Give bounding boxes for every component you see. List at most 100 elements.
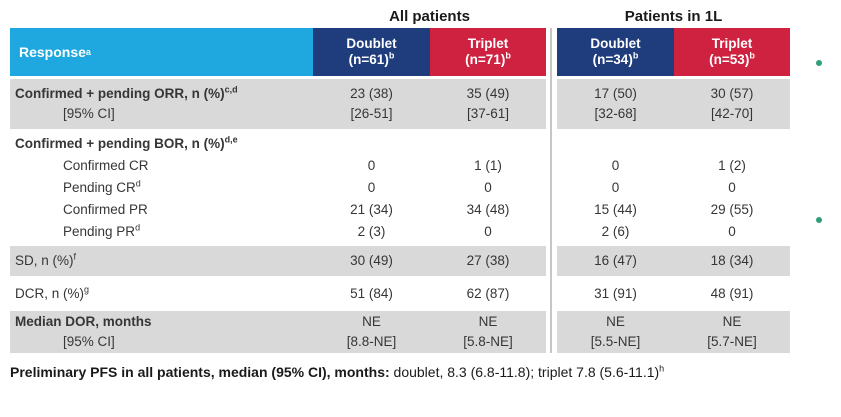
cell-value: 34 (48) [466, 202, 510, 218]
table-cell [313, 133, 430, 155]
cell-ci: [32-68] [594, 106, 637, 121]
cell-value: NE [722, 314, 742, 330]
cell-value: 1 (2) [718, 158, 746, 174]
bullet-dot-icon [816, 60, 822, 66]
cell-value: 0 [484, 224, 492, 240]
cell-value: 0 [367, 158, 376, 174]
cell-value: 0 [728, 180, 736, 196]
row-label-dcr: DCR, n (%)g [10, 279, 313, 308]
table-row-sd: SD, n (%)f 30 (49) 27 (38) 16 (47) 18 (3… [10, 246, 790, 276]
column-header-doublet-1l: Doublet (n=34)b [557, 28, 674, 76]
table-cell: 31 (91) [557, 279, 674, 308]
cell-value: 0 [728, 224, 736, 240]
table-cell: 0 [557, 177, 674, 199]
cell-value: 23 (38) [350, 86, 393, 102]
table-cell: 0 [313, 177, 430, 199]
response-header-label: Response [19, 44, 86, 60]
row-label-pending-cr: Pending CRd [10, 177, 313, 199]
table-row-orr: Confirmed + pending ORR, n (%)c,d [95% C… [10, 79, 790, 129]
table-cell: 35 (49) [37-61] [430, 79, 546, 129]
header-col-line: Triplet [711, 35, 753, 51]
cell-value: 30 (57) [710, 86, 754, 102]
row-label-line: Pending PRd [63, 222, 141, 240]
table-cell: 23 (38) [26-51] [313, 79, 430, 129]
row-label-orr: Confirmed + pending ORR, n (%)c,d [95% C… [10, 79, 313, 129]
table-cell: 16 (47) [557, 246, 674, 276]
cell-value: 2 (3) [357, 224, 386, 240]
cell-value: 16 (47) [594, 253, 637, 269]
table-cell: 0 [674, 221, 790, 243]
table-cell: 0 [430, 221, 546, 243]
table-cell: NE [5.8-NE] [430, 311, 546, 353]
cell-value: 0 [484, 180, 492, 196]
table-cell: 2 (6) [557, 221, 674, 243]
cell-ci: [37-61] [466, 106, 510, 121]
table-cell: 21 (34) [313, 199, 430, 221]
cell-value: 0 [611, 158, 620, 174]
table-header-row: Response a Doublet (n=61)b Triplet (n=71)… [10, 28, 790, 76]
header-col-line: (n=53)b [709, 50, 755, 67]
cell-value: 27 (38) [466, 253, 510, 269]
row-label-confirmed-cr: Confirmed CR [10, 155, 313, 177]
row-label-line: SD, n (%)f [15, 251, 77, 269]
header-col-line: Triplet [467, 35, 509, 51]
row-label-ci: [95% CI] [63, 106, 115, 121]
table-row-confirmed-pr: Confirmed PR 21 (34) 34 (48) 15 (44) 29 … [10, 199, 790, 221]
group-divider-line [550, 28, 552, 353]
header-col-line: (n=61)b [348, 50, 395, 67]
cell-value: NE [362, 314, 381, 330]
bullet-dot-icon [816, 217, 822, 223]
cell-value: 2 (6) [601, 224, 630, 240]
cell-ci: [5.7-NE] [707, 334, 757, 349]
table-row-bor-header: Confirmed + pending BOR, n (%)d,e [10, 133, 790, 155]
row-label-line: Confirmed PR [63, 202, 148, 218]
cell-value: 31 (91) [594, 285, 637, 301]
header-col-line: Doublet [346, 35, 397, 51]
pfs-footnote-bold: Preliminary PFS in all patients, median … [10, 364, 390, 380]
table-cell [430, 133, 546, 155]
column-header-triplet-1l: Triplet (n=53)b [674, 28, 790, 76]
row-label-line: Confirmed + pending BOR, n (%)d,e [15, 134, 238, 152]
table-cell: 0 [674, 177, 790, 199]
table-cell: 48 (91) [674, 279, 790, 308]
cell-ci: [5.8-NE] [463, 334, 513, 349]
header-col-line: Doublet [590, 35, 641, 51]
row-label-bor: Confirmed + pending BOR, n (%)d,e [10, 133, 313, 155]
table-cell: 30 (57) [42-70] [674, 79, 790, 129]
table-row-dor: Median DOR, months [95% CI] NE [8.8-NE] … [10, 311, 790, 353]
table-cell: 0 [430, 177, 546, 199]
cell-value: 48 (91) [710, 285, 754, 301]
table-cell [674, 133, 790, 155]
pfs-footnote-text: doublet, 8.3 (6.8-11.8); triplet 7.8 (5.… [389, 364, 660, 380]
cell-value: 17 (50) [594, 86, 637, 102]
cell-value: 62 (87) [466, 285, 510, 301]
group-title-patients-1l: Patients in 1L [624, 7, 723, 25]
table-cell: 17 (50) [32-68] [557, 79, 674, 129]
column-header-doublet-all: Doublet (n=61)b [313, 28, 430, 76]
cell-value: 30 (49) [350, 253, 393, 269]
cell-ci: [8.8-NE] [346, 334, 397, 349]
pfs-footnote-superscript: h [659, 363, 665, 374]
table-cell: 27 (38) [430, 246, 546, 276]
row-label-pending-pr: Pending PRd [10, 221, 313, 243]
table-cell: 34 (48) [430, 199, 546, 221]
row-label-sd: SD, n (%)f [10, 246, 313, 276]
row-label-line: Median DOR, months [15, 314, 152, 330]
group-title-all-patients: All patients [389, 7, 470, 25]
row-label-ci: [95% CI] [63, 334, 115, 349]
cell-value: 51 (84) [350, 285, 393, 301]
cell-ci: [5.5-NE] [590, 334, 641, 349]
table-cell: 2 (3) [313, 221, 430, 243]
row-label-line: DCR, n (%)g [15, 284, 90, 301]
pfs-footnote: Preliminary PFS in all patients, median … [10, 364, 664, 380]
table-cell: 15 (44) [557, 199, 674, 221]
table-cell: NE [5.7-NE] [674, 311, 790, 353]
cell-value: 1 (1) [474, 158, 502, 174]
column-header-triplet-all: Triplet (n=71)b [430, 28, 546, 76]
response-header-cell: Response a [10, 28, 313, 76]
cell-value: NE [606, 314, 625, 330]
table-row-dcr: DCR, n (%)g 51 (84) 62 (87) 31 (91) 48 (… [10, 279, 790, 308]
table-cell: 62 (87) [430, 279, 546, 308]
table-cell: NE [5.5-NE] [557, 311, 674, 353]
